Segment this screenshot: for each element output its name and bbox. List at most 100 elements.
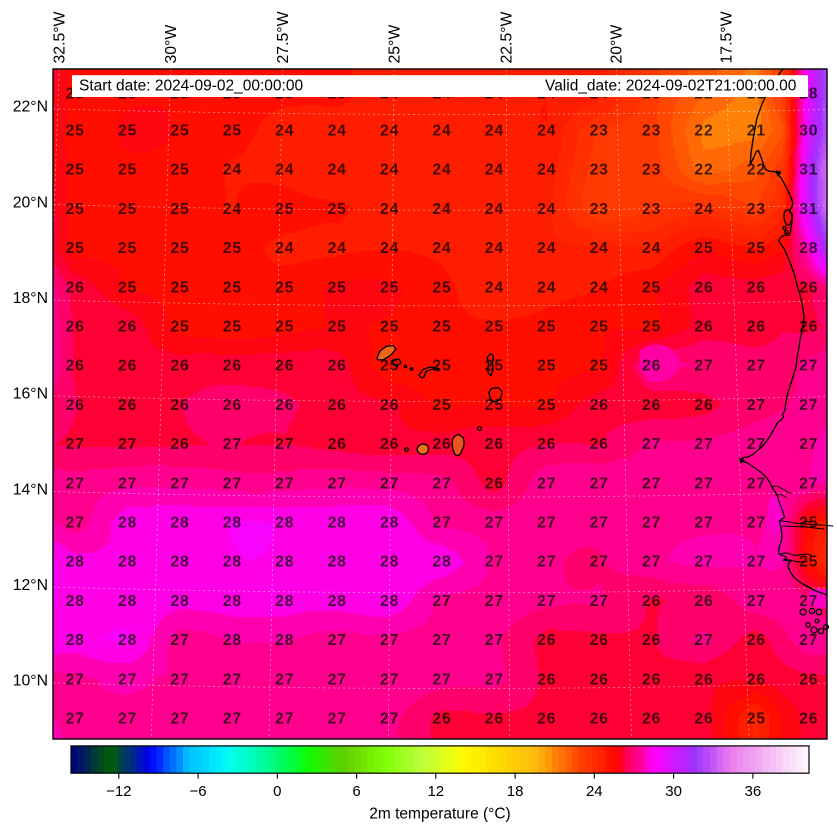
- svg-text:24: 24: [328, 123, 347, 140]
- svg-text:28: 28: [170, 554, 189, 571]
- svg-text:24: 24: [275, 240, 294, 257]
- svg-text:27: 27: [590, 554, 609, 571]
- svg-text:24: 24: [537, 279, 556, 296]
- svg-text:10°N: 10°N: [13, 673, 48, 690]
- svg-text:28: 28: [380, 554, 399, 571]
- svg-text:24: 24: [485, 123, 504, 140]
- svg-text:22°N: 22°N: [13, 99, 48, 116]
- svg-text:28: 28: [118, 632, 137, 649]
- svg-text:27: 27: [642, 436, 661, 453]
- svg-text:17.5°W: 17.5°W: [719, 11, 736, 63]
- svg-text:26: 26: [66, 279, 85, 296]
- svg-text:25: 25: [170, 162, 189, 179]
- svg-text:26: 26: [328, 397, 347, 414]
- svg-text:26: 26: [694, 319, 713, 336]
- svg-text:27: 27: [432, 671, 451, 688]
- svg-text:27: 27: [380, 671, 399, 688]
- svg-text:27: 27: [590, 475, 609, 492]
- svg-text:26: 26: [642, 358, 661, 375]
- svg-text:25: 25: [170, 123, 189, 140]
- svg-text:16°N: 16°N: [13, 386, 48, 403]
- svg-text:26: 26: [590, 397, 609, 414]
- svg-text:23: 23: [590, 162, 609, 179]
- svg-text:26: 26: [432, 711, 451, 728]
- svg-text:25: 25: [380, 279, 399, 296]
- svg-text:24: 24: [275, 162, 294, 179]
- svg-text:27: 27: [694, 475, 713, 492]
- svg-text:28: 28: [328, 554, 347, 571]
- svg-text:25: 25: [590, 319, 609, 336]
- svg-text:26: 26: [642, 671, 661, 688]
- svg-text:27: 27: [747, 436, 766, 453]
- svg-text:32.5°W: 32.5°W: [52, 11, 69, 63]
- svg-text:30: 30: [799, 123, 818, 140]
- svg-text:26: 26: [66, 319, 85, 336]
- svg-text:23: 23: [642, 162, 661, 179]
- svg-text:25: 25: [275, 279, 294, 296]
- svg-text:28: 28: [380, 515, 399, 532]
- svg-text:27: 27: [66, 475, 85, 492]
- svg-text:27: 27: [799, 397, 818, 414]
- svg-text:25: 25: [642, 279, 661, 296]
- svg-text:28: 28: [275, 632, 294, 649]
- svg-text:25: 25: [537, 319, 556, 336]
- svg-text:25: 25: [328, 319, 347, 336]
- svg-text:25: 25: [118, 201, 137, 218]
- svg-text:27: 27: [380, 711, 399, 728]
- svg-text:24: 24: [432, 162, 451, 179]
- svg-text:25: 25: [485, 319, 504, 336]
- svg-text:27: 27: [380, 632, 399, 649]
- svg-text:26: 26: [328, 358, 347, 375]
- svg-text:27: 27: [432, 593, 451, 610]
- svg-text:27: 27: [747, 475, 766, 492]
- svg-text:24: 24: [537, 240, 556, 257]
- svg-text:24: 24: [590, 240, 609, 257]
- svg-text:26: 26: [642, 632, 661, 649]
- svg-text:28: 28: [170, 593, 189, 610]
- svg-text:27: 27: [223, 671, 242, 688]
- svg-text:24: 24: [485, 201, 504, 218]
- svg-text:25: 25: [170, 319, 189, 336]
- svg-text:27: 27: [747, 397, 766, 414]
- svg-text:27: 27: [170, 671, 189, 688]
- svg-text:26: 26: [642, 711, 661, 728]
- svg-text:27: 27: [118, 671, 137, 688]
- svg-text:24: 24: [380, 123, 399, 140]
- svg-text:31: 31: [799, 162, 818, 179]
- svg-text:28: 28: [275, 554, 294, 571]
- svg-text:26: 26: [590, 436, 609, 453]
- svg-text:27: 27: [747, 358, 766, 375]
- svg-text:26: 26: [275, 358, 294, 375]
- svg-text:24: 24: [328, 240, 347, 257]
- svg-text:27: 27: [590, 593, 609, 610]
- svg-text:27: 27: [747, 554, 766, 571]
- svg-text:27: 27: [485, 593, 504, 610]
- svg-text:27: 27: [485, 554, 504, 571]
- svg-text:27: 27: [694, 515, 713, 532]
- svg-text:27: 27: [694, 554, 713, 571]
- svg-text:25: 25: [432, 319, 451, 336]
- svg-text:25: 25: [799, 554, 818, 571]
- svg-text:25: 25: [118, 162, 137, 179]
- svg-text:26: 26: [223, 358, 242, 375]
- svg-text:26: 26: [642, 397, 661, 414]
- svg-text:26: 26: [694, 593, 713, 610]
- svg-text:27: 27: [747, 593, 766, 610]
- svg-text:28: 28: [223, 515, 242, 532]
- svg-text:26: 26: [380, 397, 399, 414]
- svg-text:6: 6: [352, 783, 360, 800]
- svg-text:28: 28: [432, 554, 451, 571]
- svg-text:27: 27: [799, 475, 818, 492]
- svg-text:−12: −12: [106, 783, 131, 800]
- svg-text:12: 12: [427, 783, 444, 800]
- svg-text:27: 27: [485, 632, 504, 649]
- svg-text:24: 24: [537, 123, 556, 140]
- svg-text:27: 27: [66, 436, 85, 453]
- svg-text:27: 27: [118, 711, 137, 728]
- svg-text:24: 24: [432, 123, 451, 140]
- svg-text:26: 26: [799, 279, 818, 296]
- svg-text:25: 25: [170, 240, 189, 257]
- svg-text:28: 28: [170, 515, 189, 532]
- svg-text:27: 27: [170, 711, 189, 728]
- svg-text:26: 26: [170, 397, 189, 414]
